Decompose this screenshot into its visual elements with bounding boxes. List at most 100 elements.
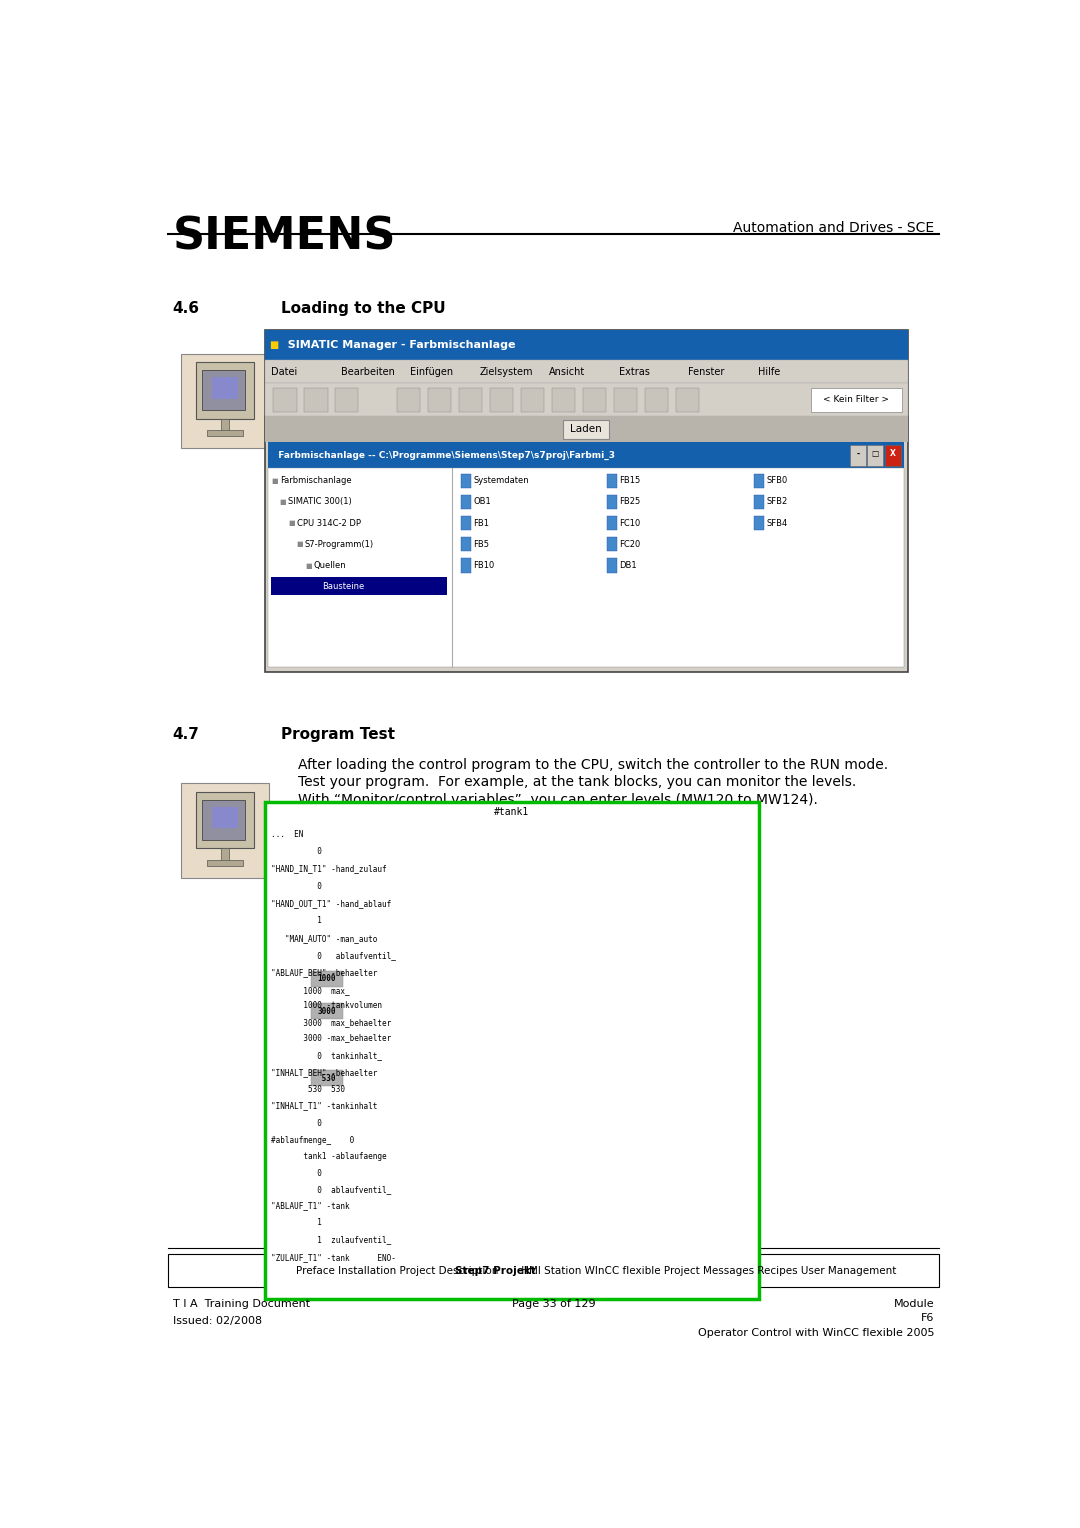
Text: Fenster: Fenster [688,367,725,376]
Text: 0: 0 [271,1118,322,1128]
Text: FB15: FB15 [620,477,640,486]
Text: Load: Load [731,353,769,367]
Text: tank1 -ablaufaenge: tank1 -ablaufaenge [271,1152,387,1161]
Text: ■: ■ [269,341,279,350]
Text: Module: Module [894,1299,934,1309]
Bar [428,388,451,411]
Text: SIEMENS: SIEMENS [173,215,396,258]
Text: "MAN_AUTO" -man_auto: "MAN_AUTO" -man_auto [271,934,378,943]
Text: Bearbeiten: Bearbeiten [341,367,395,376]
Text: SFB2: SFB2 [766,498,787,506]
Text: SIMATIC Manager - Farbmischanlage: SIMATIC Manager - Farbmischanlage [280,341,515,350]
Bar [181,354,269,448]
Text: Quellen: Quellen [313,561,346,570]
Text: and then click on the button “: and then click on the button “ [567,353,780,367]
Text: 3000 -max_behaelter: 3000 -max_behaelter [271,1033,392,1042]
Text: SIMATIC 300(1): SIMATIC 300(1) [288,498,352,506]
Text: SFB4: SFB4 [766,518,787,527]
Text: SFB0: SFB0 [766,477,787,486]
Bar [213,377,238,399]
Bar [607,558,617,573]
Text: Systemdaten: Systemdaten [473,477,529,486]
Bar [460,558,471,573]
Bar [311,1070,342,1086]
Text: Zielsystem: Zielsystem [480,367,534,376]
Bar [885,445,901,466]
Text: Page 33 of 129: Page 33 of 129 [512,1299,595,1309]
Bar [265,416,907,442]
Text: < Kein Filter >: < Kein Filter > [823,396,889,405]
Text: Farbmischanlage: Farbmischanlage [280,477,351,486]
Bar [220,419,229,434]
Bar [754,516,764,530]
Text: 0: 0 [271,1169,322,1178]
Text: ■: ■ [271,478,278,484]
Bar [754,495,764,509]
Text: 1: 1 [271,1218,322,1227]
Bar [273,388,297,411]
Text: ”: ” [760,353,768,367]
Bar [607,516,617,530]
Text: 0: 0 [271,847,322,856]
Text: -: - [856,449,860,458]
Bar [490,388,513,411]
Bar [202,799,245,840]
Bar [213,807,238,828]
Text: Loading to the CPU: Loading to the CPU [282,301,446,316]
Text: 0: 0 [271,882,322,891]
Text: Blocks: Blocks [528,353,578,367]
Text: 3000  max_behaelter: 3000 max_behaelter [271,1018,392,1027]
Bar [459,388,483,411]
Bar [521,388,544,411]
Text: FB25: FB25 [620,498,640,506]
Text: FB10: FB10 [473,561,495,570]
Text: Operator Control with WinCC flexible 2005: Operator Control with WinCC flexible 200… [698,1328,934,1339]
Text: "ZULAUF_T1" -tank      ENO-: "ZULAUF_T1" -tank ENO- [271,1253,396,1262]
Text: #ablaufmenge_    0: #ablaufmenge_ 0 [271,1135,354,1144]
Text: FB1: FB1 [473,518,489,527]
Text: In the project window, highlight the folder: In the project window, highlight the fol… [298,353,594,367]
Bar [645,388,669,411]
Bar [607,474,617,487]
Text: Issued: 02/2008: Issued: 02/2008 [173,1317,261,1326]
Bar [607,495,617,509]
Bar [552,388,576,411]
Bar [206,860,243,866]
Bar [265,384,907,416]
Text: Step7 Projekt: Step7 Projekt [456,1265,536,1276]
Text: "INHALT_T1" -tankinhalt: "INHALT_T1" -tankinhalt [271,1102,378,1111]
Text: The control program for the color mixing plant is not completed.: The control program for the color mixing… [298,335,746,348]
Bar [754,474,764,487]
Bar [181,784,269,877]
Text: 1000: 1000 [318,975,336,984]
Bar [195,792,254,848]
Text: Extras: Extras [619,367,650,376]
Text: 0  ablaufventil_: 0 ablaufventil_ [271,1186,392,1195]
Bar [265,330,907,359]
Text: DB1: DB1 [620,561,637,570]
Text: X: X [890,449,895,458]
Text: "HAND_OUT_T1" -hand_ablauf: "HAND_OUT_T1" -hand_ablauf [271,898,392,908]
Bar [305,388,327,411]
Text: □: □ [872,449,879,458]
Bar [850,445,866,466]
Text: "ABLAUF_T1" -tank: "ABLAUF_T1" -tank [271,1201,350,1210]
Text: 1000  max_: 1000 max_ [271,986,350,995]
Bar [265,330,907,672]
Text: FC10: FC10 [620,518,640,527]
Text: 0   ablaufventil_: 0 ablaufventil_ [271,952,396,960]
Bar [206,431,243,437]
Text: ■: ■ [297,541,303,547]
Bar [268,468,904,666]
Text: ■: ■ [280,500,286,504]
Bar [460,495,471,509]
Text: Laden: Laden [570,425,602,434]
Text: 1  zulaufventil_: 1 zulaufventil_ [271,1235,392,1244]
Bar [867,445,883,466]
Bar [271,578,447,594]
Text: "INHALT_BEH" -behaelter: "INHALT_BEH" -behaelter [271,1068,378,1077]
Text: HMI Station WInCC flexible Project Messages Recipes User Management: HMI Station WInCC flexible Project Messa… [518,1265,896,1276]
Text: Preface Installation Project Description: Preface Installation Project Description [296,1265,501,1276]
Text: FC20: FC20 [620,539,640,549]
Text: #tank1: #tank1 [494,807,529,817]
